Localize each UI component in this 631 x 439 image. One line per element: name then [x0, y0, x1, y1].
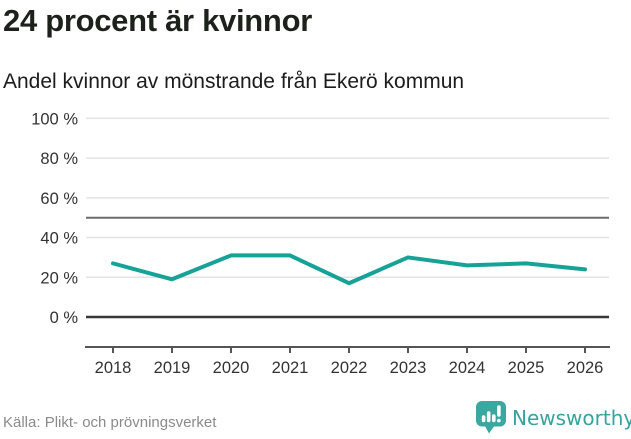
chart-subtitle: Andel kvinnor av mönstrande från Ekerö k…	[3, 70, 465, 93]
x-tick-label: 2023	[390, 359, 427, 377]
y-tick-label: 40 %	[40, 230, 78, 248]
newsworthy-bar-chart-bubble-icon	[476, 401, 506, 434]
y-tick-label: 80 %	[40, 150, 78, 168]
x-tick-label: 2025	[508, 359, 545, 377]
newsworthy-logo[interactable]: Newsworthy	[476, 401, 631, 434]
y-tick-label: 100 %	[31, 110, 78, 128]
y-tick-label: 0 %	[50, 309, 79, 327]
y-tick-label: 20 %	[40, 269, 78, 287]
x-tick-label: 2019	[154, 359, 191, 377]
x-tick-label: 2024	[449, 359, 486, 377]
x-tick-label: 2022	[331, 359, 368, 377]
x-tick-label: 2026	[567, 359, 604, 377]
x-tick-label: 2020	[213, 359, 250, 377]
data-line	[111, 253, 587, 286]
brand-name: Newsworthy	[512, 405, 631, 430]
y-tick-label: 60 %	[40, 190, 78, 208]
chart-title: 24 procent är kvinnor	[3, 3, 312, 38]
x-tick-label: 2021	[272, 359, 309, 377]
x-tick-label: 2018	[95, 359, 132, 377]
source-note: Källa: Plikt- och prövningsverket	[3, 414, 217, 431]
